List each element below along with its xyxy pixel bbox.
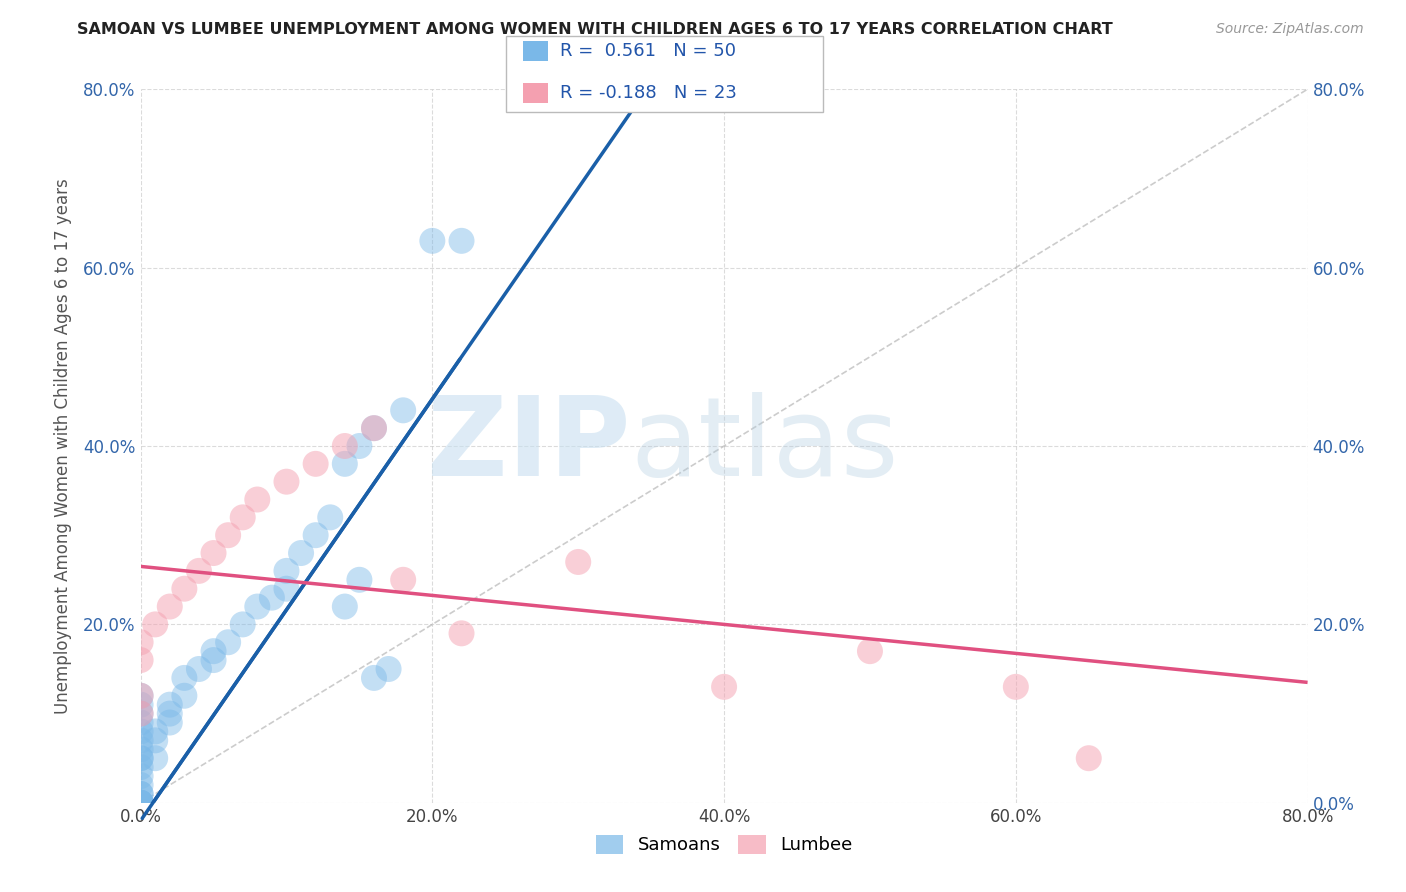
Point [188,564,211,578]
Point [349,439,371,453]
Point [129,796,152,810]
Point [422,234,444,248]
Point [129,796,152,810]
Point [129,796,152,810]
Point [713,680,735,694]
Point [129,787,152,801]
Point [290,546,312,560]
Point [159,599,181,614]
Point [173,671,195,685]
Point [188,662,211,676]
Point [260,591,283,605]
Point [1077,751,1099,765]
Point [305,528,328,542]
Point [143,724,166,739]
Point [129,742,152,756]
Point [333,439,356,453]
Point [129,706,152,721]
Point [333,599,356,614]
Point [202,644,225,658]
Point [202,653,225,667]
Point [129,778,152,792]
Point [859,644,882,658]
Point [305,457,328,471]
Point [129,724,152,739]
Point [246,599,269,614]
Point [232,617,254,632]
Point [129,796,152,810]
Point [159,698,181,712]
Point [129,796,152,810]
Point [363,671,385,685]
Point [129,689,152,703]
Point [276,475,298,489]
Point [129,733,152,747]
Text: atlas: atlas [631,392,900,500]
Point [129,796,152,810]
Point [232,510,254,524]
Point [363,421,385,435]
Text: R = -0.188   N = 23: R = -0.188 N = 23 [560,84,737,102]
Point [143,751,166,765]
Point [377,662,399,676]
Point [363,421,385,435]
Point [129,769,152,783]
Point [450,626,472,640]
Point [319,510,342,524]
Point [159,715,181,730]
Y-axis label: Unemployment Among Women with Children Ages 6 to 17 years: Unemployment Among Women with Children A… [53,178,72,714]
Point [173,689,195,703]
Text: R =  0.561   N = 50: R = 0.561 N = 50 [560,42,735,60]
Point [202,546,225,560]
Point [349,573,371,587]
Point [276,564,298,578]
Point [217,635,239,649]
Point [143,733,166,747]
Point [246,492,269,507]
Point [217,528,239,542]
Text: ZIP: ZIP [427,392,631,500]
Point [129,689,152,703]
Point [450,234,472,248]
Point [129,751,152,765]
Point [1005,680,1028,694]
Text: Source: ZipAtlas.com: Source: ZipAtlas.com [1216,22,1364,37]
Point [159,706,181,721]
Point [392,573,415,587]
Point [333,457,356,471]
Point [392,403,415,417]
Point [129,760,152,774]
Point [143,617,166,632]
Point [129,787,152,801]
Point [276,582,298,596]
Legend: Samoans, Lumbee: Samoans, Lumbee [589,828,859,862]
Point [129,653,152,667]
Point [173,582,195,596]
Point [129,706,152,721]
Point [129,698,152,712]
Point [567,555,589,569]
Point [129,635,152,649]
Text: SAMOAN VS LUMBEE UNEMPLOYMENT AMONG WOMEN WITH CHILDREN AGES 6 TO 17 YEARS CORRE: SAMOAN VS LUMBEE UNEMPLOYMENT AMONG WOME… [77,22,1114,37]
Point [129,751,152,765]
Point [129,715,152,730]
